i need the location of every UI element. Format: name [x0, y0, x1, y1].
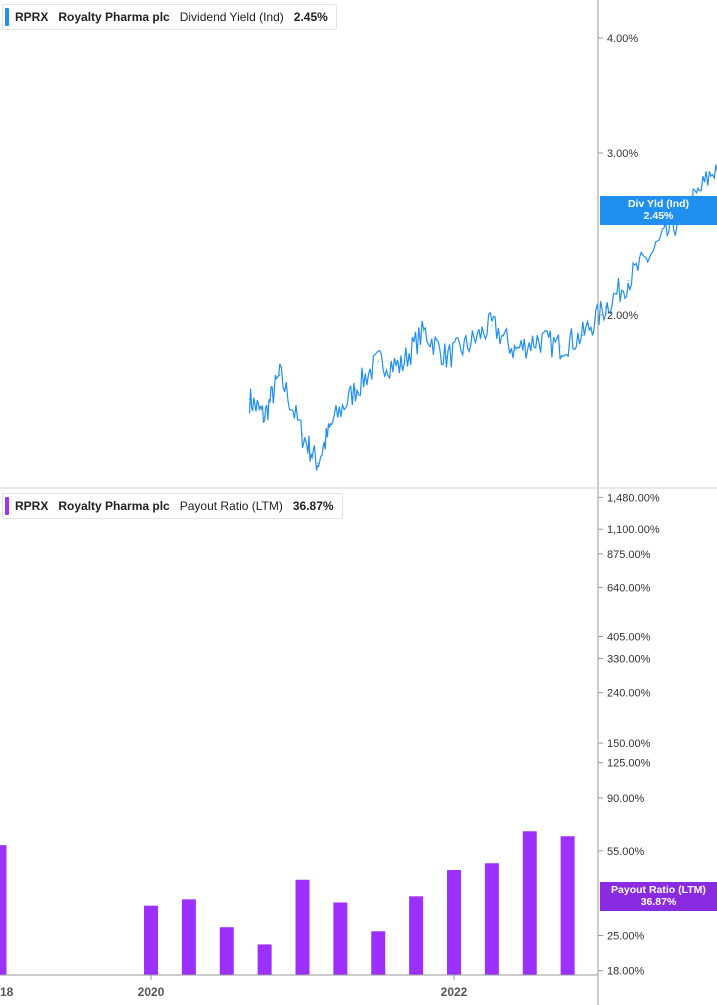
payout-ratio-bar [0, 845, 7, 975]
dividend-yield-point [400, 365, 402, 367]
dividend-yield-value-tag: Div Yld (Ind) 2.45% [600, 196, 717, 225]
dividend-yield-point [354, 388, 357, 390]
payout-ratio-bar [181, 899, 196, 975]
dividend-yield-point [673, 225, 675, 227]
legend-company: Royalty Pharma plc [58, 499, 170, 513]
y-tick-label: 1,480.00% [607, 492, 660, 504]
dividend-yield-point [332, 421, 334, 423]
legend-value: 2.45% [293, 10, 328, 24]
y-tick-label: 25.00% [607, 930, 645, 942]
y-tick-label: 2.00% [607, 310, 638, 322]
dividend-yield-point [445, 356, 448, 358]
dividend-yield-legend[interactable]: RPRX Royalty Pharma plc Dividend Yield (… [2, 4, 337, 30]
legend-ticker: RPRX [15, 499, 49, 513]
payout-ratio-bar [257, 944, 272, 975]
y-tick-label: 875.00% [607, 549, 651, 561]
dividend-yield-point [317, 462, 319, 464]
dividend-yield-point [536, 339, 538, 341]
dividend-yield-point [604, 306, 607, 308]
y-tick-label: 240.00% [607, 688, 651, 700]
y-tick-label: 125.00% [607, 758, 651, 770]
payout-ratio-swatch [5, 497, 9, 515]
dividend-yield-point [559, 345, 561, 347]
y-tick-label: 405.00% [607, 631, 651, 643]
tag-label: Div Yld (Ind) [627, 198, 690, 210]
payout-ratio-bar [333, 902, 348, 975]
x-tick-label: 2020 [138, 985, 165, 999]
dividend-yield-plot [248, 164, 717, 471]
dividend-yield-point [650, 253, 652, 255]
dividend-yield-line [248, 164, 717, 471]
payout-ratio-bar [560, 836, 575, 975]
dividend-yield-point [279, 374, 281, 376]
y-tick-label: 150.00% [607, 738, 651, 750]
dividend-yield-point [377, 360, 379, 363]
payout-ratio-legend[interactable]: RPRX Royalty Pharma plc Payout Ratio (LT… [2, 493, 343, 519]
payout-ratio-bar [219, 927, 234, 975]
legend-company: Royalty Pharma plc [58, 10, 170, 24]
payout-ratio-bar [447, 870, 461, 975]
legend-value: 36.87% [292, 499, 334, 513]
x-tick-label: 18 [0, 985, 14, 999]
payout-ratio-bar [409, 896, 424, 975]
dividend-yield-point [627, 279, 629, 282]
dividend-yield-point [491, 324, 493, 326]
dividend-yield-point [301, 434, 304, 436]
dividend-yield-point [514, 349, 516, 352]
y-tick-label: 55.00% [607, 846, 645, 858]
x-tick-label: 2022 [441, 985, 468, 999]
dividend-yield-point [423, 330, 425, 332]
payout-ratio-bar [144, 905, 158, 975]
legend-metric: Payout Ratio (LTM) [179, 499, 283, 513]
payout-ratio-bar [484, 863, 499, 975]
y-tick-label: 640.00% [607, 582, 651, 594]
tag-label: Payout Ratio (LTM) [611, 884, 706, 896]
dividend-yield-point [582, 334, 584, 337]
payout-ratio-bar [295, 879, 310, 975]
payout-ratio-bar [371, 931, 386, 975]
dividend-yield-point [248, 398, 251, 400]
y-tick-label: 18.00% [607, 966, 645, 978]
y-tick-label: 330.00% [607, 653, 651, 665]
dividend-yield-point [264, 416, 266, 418]
dividend-yield-point [468, 343, 470, 345]
payout-ratio-bar [522, 831, 537, 975]
legend-metric: Dividend Yield (Ind) [179, 10, 284, 24]
y-tick-label: 90.00% [607, 793, 645, 805]
y-tick-label: 3.00% [607, 148, 638, 160]
tag-value: 2.45% [643, 210, 674, 222]
legend-ticker: RPRX [15, 10, 49, 24]
y-tick-label: 1,100.00% [607, 524, 660, 536]
payout-ratio-value-tag: Payout Ratio (LTM) 36.87% [600, 882, 717, 911]
tag-value: 36.87% [640, 896, 677, 908]
dividend-yield-swatch [5, 8, 9, 26]
y-tick-label: 4.00% [607, 33, 638, 45]
payout-ratio-plot [0, 831, 575, 975]
